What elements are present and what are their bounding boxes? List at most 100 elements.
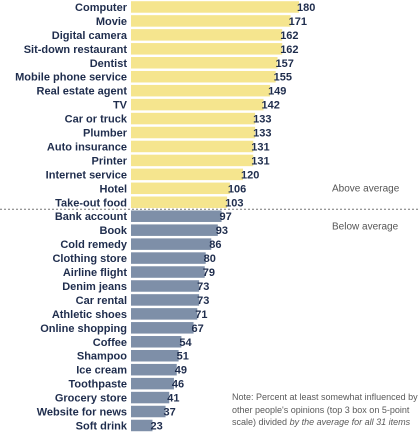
value-label-hotel: 106	[228, 183, 246, 195]
note-italic: by the average for all 31 items	[289, 417, 411, 427]
bar-shampoo	[131, 349, 179, 362]
bar-dentist	[131, 57, 278, 69]
value-label-soft-drink: 23	[150, 420, 162, 432]
bar-take-out-food	[131, 196, 228, 209]
bar-car-or-truck	[131, 112, 256, 125]
value-label-cold-remedy: 86	[209, 239, 221, 251]
category-label-online-shopping: Online shopping	[40, 323, 127, 335]
category-label-toothpaste: Toothpaste	[69, 379, 127, 391]
value-label-grocery-store: 41	[167, 393, 179, 405]
category-label-tv: TV	[113, 100, 128, 112]
value-label-sit-down-restaurant: 162	[280, 44, 298, 56]
bar-auto-insurance	[131, 140, 254, 153]
value-label-take-out-food: 103	[225, 197, 243, 209]
note-connector: divided	[258, 417, 288, 427]
category-label-athletic-shoes: Athletic shoes	[52, 309, 127, 321]
bar-airline-flight	[131, 266, 205, 278]
value-label-bank-account: 97	[220, 211, 232, 223]
value-label-mobile-phone-service: 155	[274, 72, 292, 84]
category-label-real-estate-agent: Real estate agent	[37, 86, 128, 98]
category-label-bank-account: Bank account	[55, 211, 127, 223]
category-label-sit-down-restaurant: Sit-down restaurant	[24, 44, 128, 56]
value-label-toothpaste: 46	[172, 379, 184, 391]
category-label-coffee: Coffee	[93, 337, 127, 349]
bar-athletic-shoes	[131, 308, 198, 320]
value-label-dentist: 157	[276, 58, 294, 70]
category-label-car-rental: Car rental	[76, 295, 127, 307]
bar-grocery-store	[131, 391, 170, 404]
category-label-internet-service: Internet service	[46, 169, 127, 181]
bar-book	[131, 224, 218, 236]
bar-printer	[131, 154, 254, 167]
note-prefix: Note: Percent at least somewhat influenc…	[232, 392, 418, 427]
value-label-book: 93	[216, 225, 228, 237]
category-label-website-for-news: Website for news	[37, 407, 127, 419]
category-label-book: Book	[100, 225, 128, 237]
category-label-printer: Printer	[92, 155, 128, 167]
value-label-denim-jeans: 73	[197, 281, 209, 293]
value-label-tv: 142	[262, 100, 280, 112]
category-label-clothing-store: Clothing store	[52, 253, 127, 265]
bar-digital-camera	[131, 29, 283, 41]
bar-coffee	[131, 336, 182, 348]
bar-hotel	[131, 182, 230, 195]
value-label-printer: 131	[251, 155, 269, 167]
bar-denim-jeans	[131, 280, 200, 292]
bar-tv	[131, 98, 264, 111]
bars-layer	[131, 1, 299, 432]
bar-cold-remedy	[131, 238, 212, 250]
value-label-auto-insurance: 131	[251, 141, 269, 153]
value-label-internet-service: 120	[241, 169, 259, 181]
legend-above-average: Above average	[332, 183, 400, 194]
value-label-online-shopping: 67	[192, 323, 204, 335]
value-label-coffee: 54	[179, 337, 192, 349]
bar-movie	[131, 15, 291, 27]
category-label-auto-insurance: Auto insurance	[47, 141, 127, 153]
bar-soft-drink	[131, 419, 153, 432]
category-label-denim-jeans: Denim jeans	[62, 281, 127, 293]
value-label-website-for-news: 37	[164, 407, 176, 419]
bar-computer	[131, 1, 299, 13]
labels-layer: Computer 180 Movie 171 Digital camera 162 Sit-…	[15, 2, 315, 433]
bar-mobile-phone-service	[131, 70, 276, 83]
bar-toothpaste	[131, 377, 174, 390]
category-label-car-or-truck: Car or truck	[65, 114, 128, 126]
value-label-digital-camera: 162	[280, 30, 298, 42]
bar-car-rental	[131, 294, 200, 306]
bar-real-estate-agent	[131, 84, 271, 97]
value-label-athletic-shoes: 71	[195, 309, 207, 321]
category-label-plumber: Plumber	[83, 128, 128, 140]
category-label-airline-flight: Airline flight	[63, 267, 128, 279]
value-label-airline-flight: 79	[203, 267, 215, 279]
bar-bank-account	[131, 210, 222, 222]
bar-plumber	[131, 126, 256, 139]
category-label-dentist: Dentist	[90, 58, 128, 70]
chart-note: Note: Percent at least somewhat influenc…	[232, 391, 420, 429]
value-label-car-rental: 73	[197, 295, 209, 307]
legend-below-average: Below average	[332, 221, 399, 232]
value-label-movie: 171	[289, 16, 307, 28]
category-label-movie: Movie	[96, 16, 127, 28]
bar-website-for-news	[131, 405, 166, 418]
category-label-soft-drink: Soft drink	[76, 420, 128, 432]
value-label-shampoo: 51	[177, 351, 189, 363]
bar-sit-down-restaurant	[131, 43, 283, 55]
category-label-take-out-food: Take-out food	[55, 197, 127, 209]
category-label-mobile-phone-service: Mobile phone service	[15, 72, 127, 84]
value-label-clothing-store: 80	[204, 253, 216, 265]
value-label-real-estate-agent: 149	[268, 86, 286, 98]
bar-internet-service	[131, 168, 243, 181]
bar-ice-cream	[131, 363, 177, 376]
value-label-computer: 180	[297, 2, 315, 14]
category-label-shampoo: Shampoo	[77, 351, 127, 363]
bar-online-shopping	[131, 322, 194, 334]
category-label-computer: Computer	[75, 2, 128, 14]
value-label-ice-cream: 49	[175, 365, 187, 377]
category-label-cold-remedy: Cold remedy	[60, 239, 128, 251]
category-label-digital-camera: Digital camera	[52, 30, 128, 42]
value-label-car-or-truck: 133	[253, 114, 271, 126]
value-label-plumber: 133	[253, 128, 271, 140]
category-label-hotel: Hotel	[100, 183, 128, 195]
category-label-ice-cream: Ice cream	[76, 365, 127, 377]
